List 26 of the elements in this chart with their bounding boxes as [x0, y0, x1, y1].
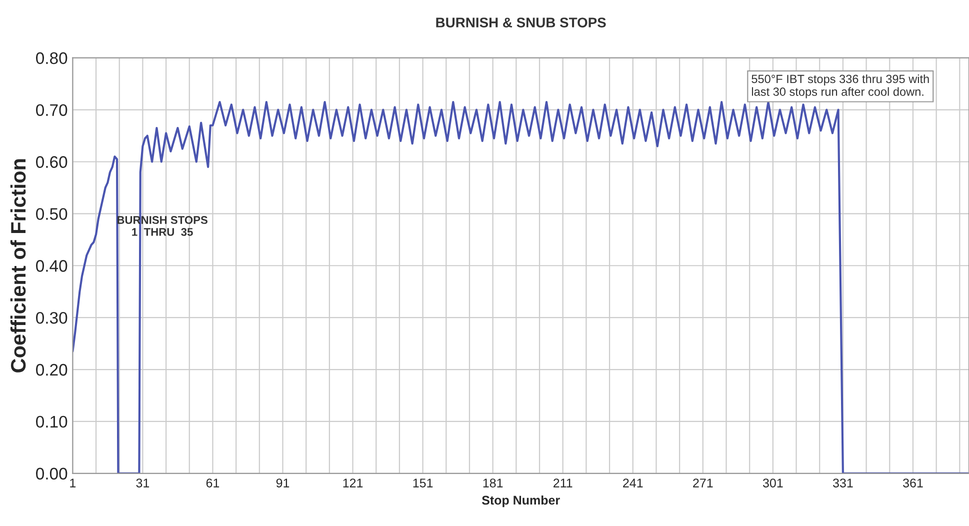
x-tick-label: 1	[70, 478, 76, 488]
y-tick-label: 0.70	[36, 104, 68, 116]
x-tick-label: 271	[693, 478, 713, 488]
x-tick-label: 241	[623, 478, 643, 488]
y-tick-label: 0.60	[36, 156, 68, 168]
y-tick-label: 0.40	[36, 260, 68, 272]
y-axis-title: Coefficient of Friction	[10, 159, 26, 372]
chart-title: BURNISH & SNUB STOPS	[436, 18, 606, 28]
x-axis-title: Stop Number	[482, 495, 560, 508]
x-tick-label: 121	[343, 478, 363, 488]
x-tick-label: 181	[483, 478, 503, 488]
y-tick-label: 0.30	[36, 312, 68, 324]
x-tick-label: 301	[762, 478, 783, 488]
x-tick-label: 31	[136, 478, 150, 488]
y-tick-label: 0.20	[36, 364, 68, 376]
x-tick-label: 361	[903, 478, 923, 488]
y-tick-label: 0.80	[36, 52, 68, 64]
y-tick-label: 0.00	[36, 468, 68, 480]
x-tick-label: 211	[554, 478, 572, 488]
y-tick-label: 0.10	[36, 416, 68, 428]
x-tick-label: 61	[206, 478, 220, 488]
x-tick-label: 91	[276, 478, 290, 488]
annotation: 550°F IBT stops 336 thru 395 with last 30 stops run after cool down.	[752, 74, 929, 98]
x-tick-label: 151	[413, 478, 433, 488]
x-tick-label: 331	[833, 478, 853, 488]
y-tick-label: 0.50	[36, 208, 68, 220]
